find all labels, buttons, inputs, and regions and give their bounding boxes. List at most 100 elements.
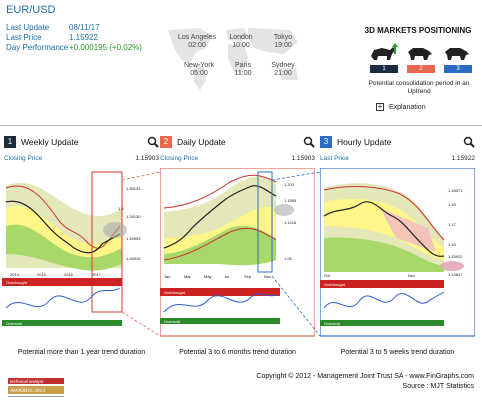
bear-icon: [408, 48, 432, 60]
city-time: 21:00: [274, 70, 292, 77]
price-label: Closing Price: [4, 155, 43, 162]
world-clock-map: Los Angeles 02:00 London 10:00 Tokyo 19:00 …: [160, 22, 310, 92]
level-label: 1.17: [448, 222, 457, 227]
level-label: 1.18: [448, 202, 457, 207]
level-label: 1.1416: [284, 220, 297, 225]
x-tick: Jul: [224, 274, 229, 279]
city-name: Tokyo: [273, 34, 293, 41]
day-performance-label: Day Performance: [6, 43, 69, 52]
hourly-chart: Oct Nov 1.18071 1.18 1.17 1.16 1.15922 1…: [320, 168, 475, 337]
price-value: 1.15922: [451, 155, 476, 162]
city-time: 02:00: [188, 42, 206, 49]
clock-paris: Paris 11:00: [220, 62, 266, 78]
bear-icon: [445, 48, 469, 60]
level-label: 1.15922: [448, 254, 463, 259]
duration-daily: Potential 3 to 6 months trend duration: [179, 349, 296, 356]
positioning-note: Potential consolidation period in an Upt…: [368, 80, 470, 95]
zoom-icon[interactable]: [303, 136, 315, 148]
pane-weekly: 1 Weekly Update Closing Price 1.15903: [4, 135, 159, 162]
level-label: 1.1595: [284, 198, 297, 203]
overbought-label: Overbought: [324, 282, 346, 287]
x-tick: Mar: [184, 274, 192, 279]
pane-daily: 2 Daily Update Closing Price 1.15903: [160, 135, 315, 162]
weekly-chart: 2014 2015 2016 2017 1.39133 1.5 1.24130 …: [2, 168, 157, 326]
last-update-label: Last Update: [6, 23, 50, 32]
city-name: Paris: [235, 62, 251, 69]
price-label: Closing Price: [160, 155, 199, 162]
pane-title: Hourly Update: [337, 137, 392, 147]
source-text: Source : MJT Statistics: [402, 383, 474, 390]
price-label: Last Price: [320, 155, 349, 162]
duration-weekly: Potential more than 1 year trend duratio…: [17, 349, 146, 356]
price-value: 1.15903: [135, 155, 160, 162]
explanation-toggle[interactable]: + Explanation: [376, 103, 426, 111]
pane-title: Daily Update: [177, 137, 226, 147]
x-tick: 2015: [37, 272, 47, 277]
instrument-info: Last Update 08/11/17 Last Price 1.15922 Da…: [6, 23, 142, 53]
oversold-label: Oversold: [6, 321, 22, 326]
x-tick: 2014: [10, 272, 20, 277]
x-tick: 2016: [64, 272, 74, 277]
instrument-title: EUR/USD: [6, 4, 56, 16]
awards-logo: technical analyst AWARDS 2013: [6, 374, 66, 402]
clock-tokyo: Tokyo 19:00: [260, 34, 306, 50]
oversold-label: Oversold: [164, 319, 180, 324]
city-name: Sydney: [271, 62, 295, 69]
clock-london: London 10:00: [218, 34, 264, 50]
clock-sydney: Sydney 21:00: [260, 62, 306, 78]
city-time: 11:00: [234, 70, 252, 77]
zoom-icon[interactable]: [147, 136, 159, 148]
level-label: 1.05: [284, 256, 293, 261]
zoom-icon[interactable]: [463, 136, 475, 148]
clock-los-angeles: Los Angeles 02:00: [174, 34, 220, 50]
last-update-value: 08/11/17: [69, 23, 100, 32]
copyright-text: Copyright © 2012 - Management Joint Trus…: [256, 373, 474, 380]
divider: [0, 125, 482, 126]
position-badge-1: 1: [370, 65, 398, 73]
explanation-label: Explanation: [389, 103, 426, 111]
x-tick: May: [204, 274, 212, 279]
level-label: 1.39133: [126, 186, 141, 191]
pane-number: 3: [320, 136, 332, 148]
x-tick: Oct: [324, 273, 331, 278]
positioning-title: 3D MARKETS POSITIONING: [364, 26, 472, 35]
last-price-value: 1.15922: [69, 33, 98, 42]
day-performance-value: +0.000195 (+0.02%): [69, 43, 142, 52]
plus-icon: +: [376, 102, 384, 111]
city-time: 19:00: [274, 42, 292, 49]
duration-hourly: Potential 3 to 5 weeks trend duration: [340, 349, 455, 356]
pane-hourly: 3 Hourly Update Last Price 1.15922: [320, 135, 475, 162]
level-label: 1.24130: [126, 214, 141, 219]
level-label: 1.04316: [126, 256, 141, 261]
overbought-label: Overbought: [6, 280, 28, 285]
daily-chart: Jan Mar May Jul Sep Nov 1.203 1.1595 1.1…: [160, 168, 315, 337]
position-badge-3: 3: [444, 65, 472, 73]
price-value: 1.15903: [291, 155, 316, 162]
level-label: 1.15903: [126, 236, 141, 241]
level-label: 1.18071: [448, 188, 463, 193]
overbought-label: Overbought: [164, 290, 186, 295]
level-label: 1.5: [118, 206, 124, 211]
last-price-label: Last Price: [6, 33, 42, 42]
x-tick: 2017: [92, 272, 102, 277]
level-label: 1.203: [284, 182, 295, 187]
city-name: New-York: [183, 62, 215, 69]
position-badge-2: 2: [407, 65, 435, 73]
city-time: 10:00: [232, 42, 250, 49]
x-tick: Sep: [244, 274, 252, 279]
city-time: 05:00: [190, 70, 208, 77]
svg-text:technical analyst: technical analyst: [10, 379, 44, 384]
x-tick: Nov: [408, 273, 415, 278]
pane-number: 2: [160, 136, 172, 148]
svg-text:AWARDS 2013: AWARDS 2013: [10, 388, 45, 394]
oversold-label: Oversold: [324, 321, 340, 326]
city-name: London: [229, 34, 253, 41]
copyright: Copyright © 2012 - Management Joint Trus…: [256, 372, 474, 392]
x-tick: Jan: [164, 274, 170, 279]
level-label: 1.16: [448, 242, 457, 247]
pane-title: Weekly Update: [21, 137, 79, 147]
pane-number: 1: [4, 136, 16, 148]
city-name: Los Angeles: [177, 34, 217, 41]
x-tick: Nov: [264, 274, 271, 279]
